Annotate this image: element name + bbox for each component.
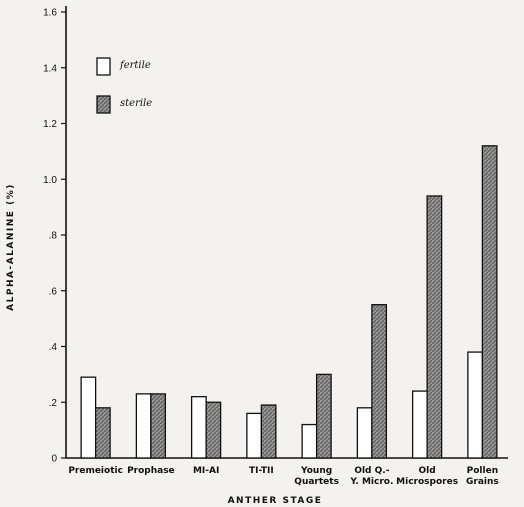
legend-swatch-sterile — [96, 95, 111, 114]
x-category-label: Y. Micro. — [349, 477, 393, 487]
legend-swatch-fertile — [96, 57, 111, 76]
x-category-label: Microspores — [396, 477, 458, 487]
legend-label-sterile: sterile — [120, 98, 152, 109]
y-tick-label: .2 — [49, 398, 58, 409]
x-category-label: Premeiotic — [68, 466, 123, 476]
sterile-bar — [371, 304, 388, 459]
fertile-bar — [135, 393, 152, 459]
bars — [80, 145, 498, 459]
x-axis-title: ANTHER STAGE — [228, 496, 323, 506]
fertile-bar — [356, 407, 373, 459]
legend-label-fertile: fertile — [119, 60, 151, 71]
x-category-label: Pollen — [467, 466, 498, 476]
fertile-bar — [411, 390, 428, 459]
y-tick-label: .8 — [49, 231, 58, 242]
fertile-bar — [80, 376, 97, 459]
y-tick-label: .4 — [49, 342, 58, 353]
sterile-bar — [426, 195, 443, 459]
sterile-bar — [260, 404, 277, 459]
x-category-label: Young — [300, 466, 332, 476]
legend: fertile sterile — [96, 57, 152, 114]
fertile-bar — [190, 396, 207, 459]
x-category-label: Quartets — [294, 477, 339, 487]
y-tick-label: 1.0 — [43, 175, 57, 186]
sterile-bar — [205, 401, 222, 459]
labels: 0 .2 .4 .6 .8 1.0 1.2 1.4 1.6 ALPHA-ALANINE (%) Pr… — [6, 8, 499, 507]
y-axis-title: ALPHA-ALANINE (%) — [6, 183, 16, 311]
fertile-bar — [301, 423, 318, 459]
y-tick-label: 1.6 — [43, 8, 57, 19]
y-tick-label: 1.2 — [43, 119, 57, 130]
x-category-label: TI-TII — [249, 466, 274, 476]
x-category-label: Grains — [466, 477, 499, 487]
x-category-label: Prophase — [127, 466, 175, 476]
x-category-label: Old — [419, 466, 436, 476]
y-tick-label: 0 — [51, 454, 57, 465]
sterile-bar — [94, 407, 111, 459]
sterile-bar — [150, 393, 167, 459]
sterile-bar — [315, 373, 332, 459]
sterile-bar — [481, 145, 498, 459]
y-tick-label: 1.4 — [43, 63, 57, 74]
fertile-bar — [246, 412, 263, 459]
fertile-bar — [467, 351, 484, 459]
x-category-label: Old Q.- — [354, 466, 389, 476]
x-category-label: MI-AI — [193, 466, 219, 476]
y-tick-label: .6 — [49, 286, 58, 297]
